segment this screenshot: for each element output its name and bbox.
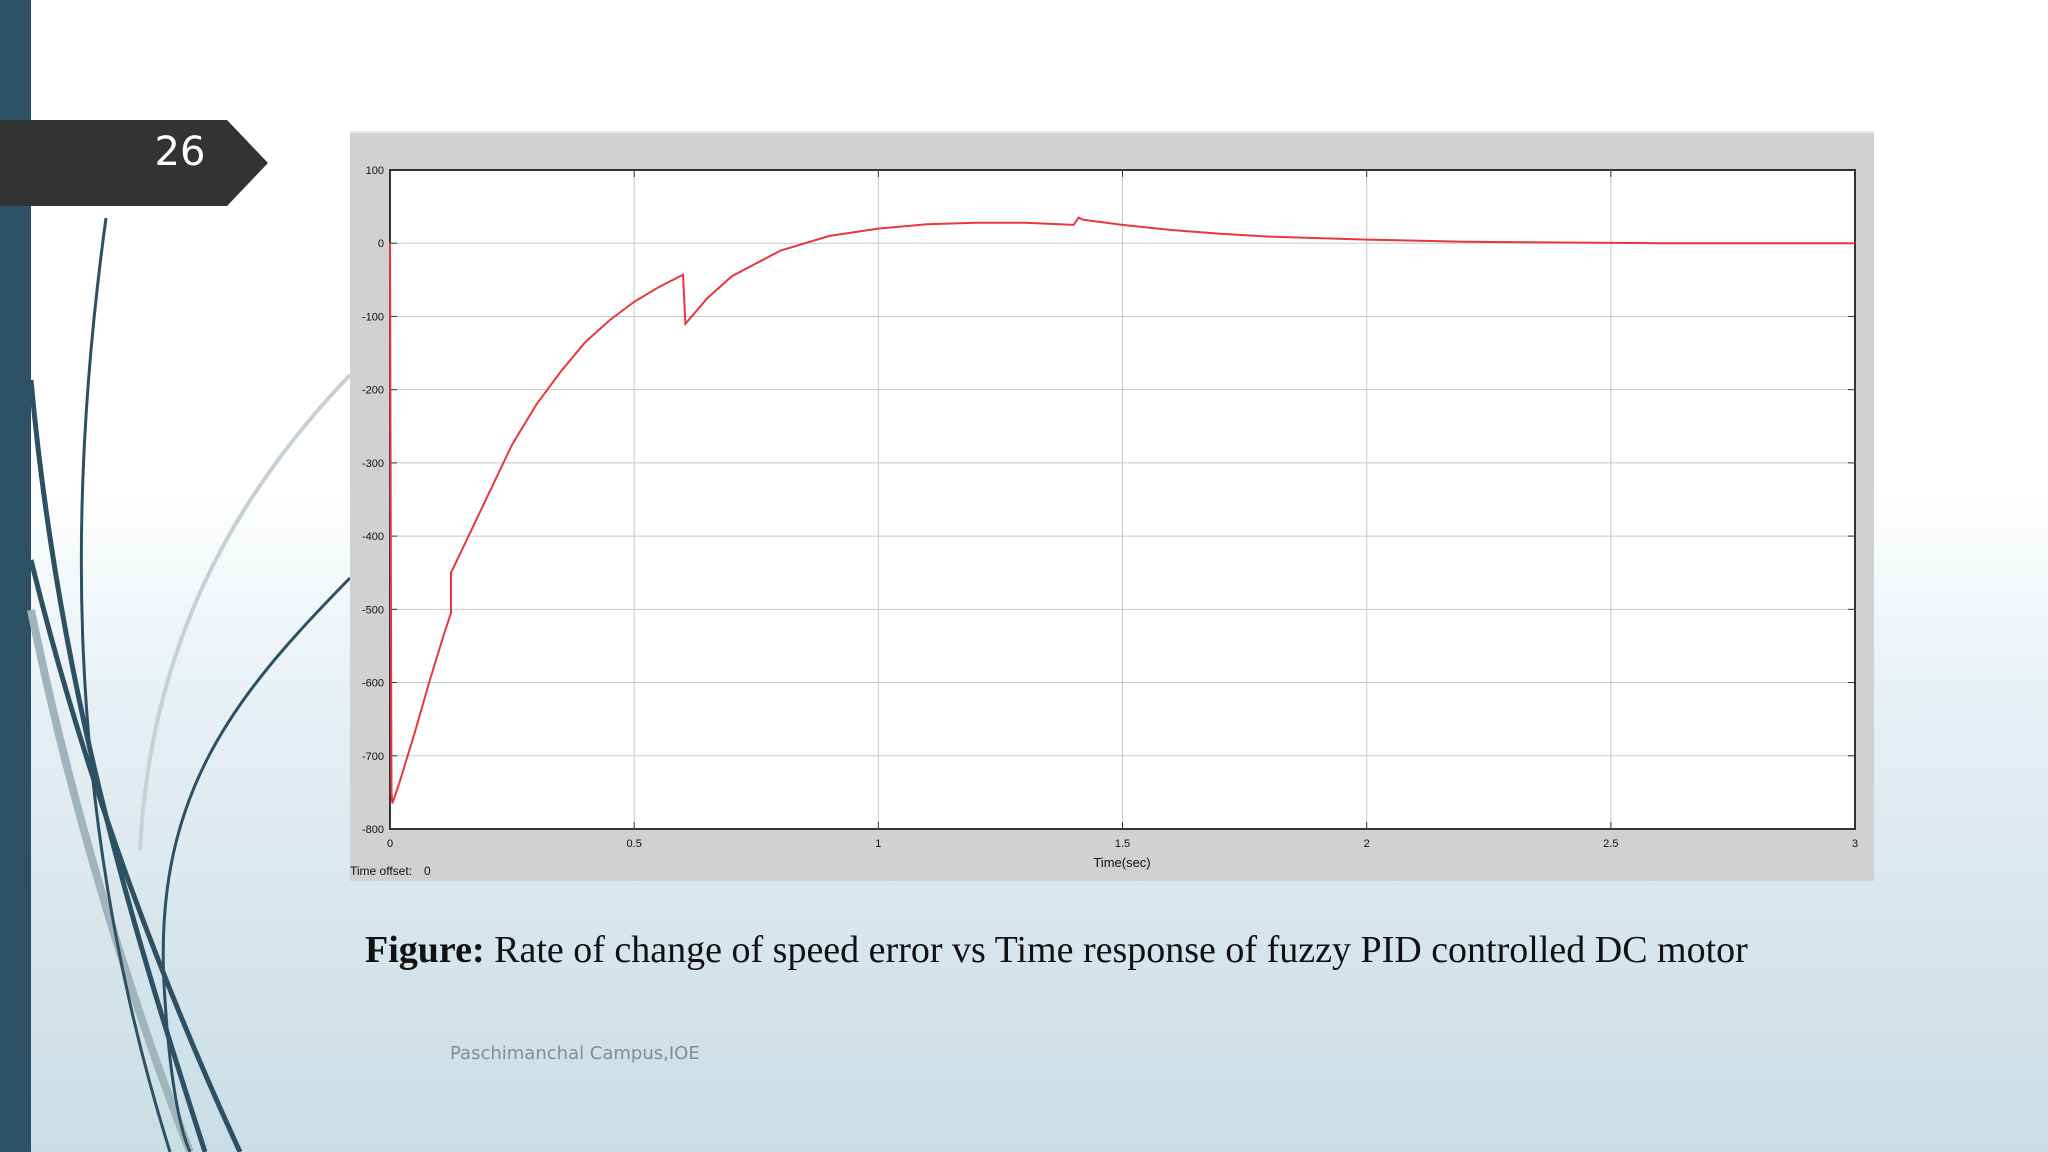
y-tick-label: -400 (362, 531, 384, 543)
caption-prefix: Figure: (365, 929, 485, 971)
slide-number-tab (0, 120, 268, 206)
tick-marks (389, 169, 1856, 830)
y-tick-label: -600 (362, 678, 384, 690)
scope-window: 100 0 -100 -200 -300 -400 -500 -600 -700 -800 0 0.… (350, 131, 1874, 881)
x-tick-label: 2.5 (1603, 838, 1618, 850)
x-tick-label: 3 (1852, 838, 1858, 850)
time-offset-label: Time offset: (350, 864, 412, 878)
x-tick-labels: 0 0.5 1 1.5 2 2.5 3 (387, 838, 1858, 850)
y-tick-label: 0 (378, 238, 384, 250)
figure-caption: Figure: Rate of change of speed error vs… (365, 928, 1905, 972)
y-tick-label: -100 (362, 311, 384, 323)
x-tick-label: 0.5 (627, 838, 642, 850)
x-tick-label: 1 (875, 838, 881, 850)
footer-text: Paschimanchal Campus,IOE (450, 1043, 700, 1064)
x-tick-label: 2 (1364, 838, 1370, 850)
decorative-curves (27, 217, 352, 1152)
slide-number: 26 (154, 129, 206, 175)
y-tick-label: -500 (362, 604, 384, 616)
x-tick-label: 0 (387, 838, 393, 850)
line-chart: 100 0 -100 -200 -300 -400 -500 -600 -700 -800 0 0.… (350, 165, 1858, 878)
series-line (389, 216, 1855, 804)
x-axis-label: Time(sec) (1093, 855, 1150, 870)
y-tick-label: -700 (362, 751, 384, 763)
time-offset-value: 0 (424, 864, 431, 878)
y-tick-label: 100 (366, 165, 384, 177)
gridlines (390, 170, 1855, 829)
y-tick-label: -800 (362, 824, 384, 836)
y-tick-labels: 100 0 -100 -200 -300 -400 -500 -600 -700 -800 (362, 165, 384, 836)
caption-text: Rate of change of speed error vs Time re… (484, 929, 1748, 971)
y-tick-label: -200 (362, 385, 384, 397)
y-tick-label: -300 (362, 458, 384, 470)
x-tick-label: 1.5 (1115, 838, 1130, 850)
